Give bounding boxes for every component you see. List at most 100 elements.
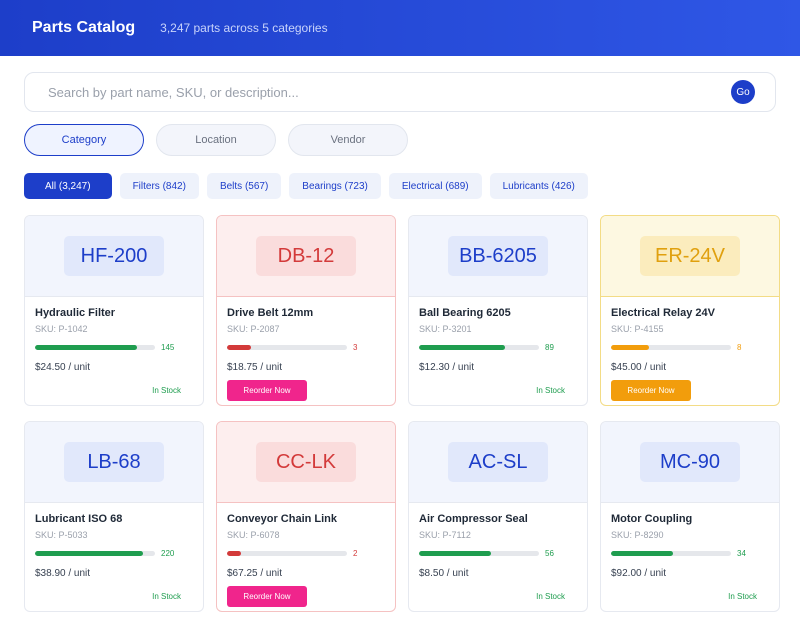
part-details: Air Compressor Seal SKU: P-7112 56 $8.50 / … bbox=[409, 503, 587, 611]
filter-chip-all[interactable]: All (3,247) bbox=[24, 173, 112, 199]
part-thumbnail: ER-24V bbox=[601, 216, 779, 297]
stock-level: 220 bbox=[35, 549, 193, 558]
tab-vendor[interactable]: Vendor bbox=[288, 124, 408, 156]
tab-category[interactable]: Category bbox=[24, 124, 144, 156]
stock-level: 89 bbox=[419, 343, 577, 352]
part-code: DB-12 bbox=[256, 236, 356, 276]
filter-chip-electrical[interactable]: Electrical (689) bbox=[388, 173, 482, 199]
part-details: Lubricant ISO 68 SKU: P-5033 220 $38.90 / u… bbox=[25, 503, 203, 611]
part-sku: SKU: P-5033 bbox=[35, 530, 88, 540]
unit-price: $67.25 / unit bbox=[227, 568, 283, 579]
unit-price: $12.30 / unit bbox=[419, 362, 475, 373]
search-go-button[interactable]: Go bbox=[731, 80, 755, 104]
stock-bar bbox=[611, 345, 731, 350]
part-code: HF-200 bbox=[64, 236, 164, 276]
stock-status-label: In Stock bbox=[536, 386, 565, 395]
stock-bar bbox=[419, 345, 539, 350]
unit-price: $38.90 / unit bbox=[35, 568, 91, 579]
part-thumbnail: DB-12 bbox=[217, 216, 395, 297]
stock-bar-fill bbox=[35, 551, 143, 556]
stock-bar bbox=[611, 551, 731, 556]
stock-level: 3 bbox=[227, 343, 385, 352]
page-subtitle: 3,247 parts across 5 categories bbox=[160, 21, 328, 35]
part-name: Conveyor Chain Link bbox=[227, 513, 338, 525]
part-card[interactable]: BB-6205 Ball Bearing 6205 SKU: P-3201 89 $12… bbox=[408, 215, 588, 406]
part-card[interactable]: MC-90 Motor Coupling SKU: P-8290 34 $92.00 /… bbox=[600, 421, 780, 612]
part-sku: SKU: P-1042 bbox=[35, 324, 88, 334]
stock-status-label: In Stock bbox=[728, 592, 757, 601]
page-title: Parts Catalog bbox=[32, 19, 136, 36]
part-code: BB-6205 bbox=[448, 236, 548, 276]
unit-price: $18.75 / unit bbox=[227, 362, 283, 373]
part-card[interactable]: HF-200 Hydraulic Filter SKU: P-1042 145 $24.… bbox=[24, 215, 204, 406]
category-filters: All (3,247) Filters (842) Belts (567) Be… bbox=[24, 173, 588, 199]
search-bar: Go bbox=[24, 72, 776, 112]
filter-chip-lubricants[interactable]: Lubricants (426) bbox=[489, 173, 588, 199]
part-thumbnail: HF-200 bbox=[25, 216, 203, 297]
part-card[interactable]: AC-SL Air Compressor Seal SKU: P-7112 56 $8.… bbox=[408, 421, 588, 612]
stock-bar-fill bbox=[611, 551, 674, 556]
stock-quantity: 89 bbox=[545, 343, 554, 352]
part-details: Drive Belt 12mm SKU: P-2087 3 $18.75 / unit… bbox=[217, 297, 395, 405]
part-details: Ball Bearing 6205 SKU: P-3201 89 $12.30 / u… bbox=[409, 297, 587, 405]
stock-level: 145 bbox=[35, 343, 193, 352]
stock-bar bbox=[419, 551, 539, 556]
part-thumbnail: MC-90 bbox=[601, 422, 779, 503]
page-header: Parts Catalog 3,247 parts across 5 categ… bbox=[0, 0, 800, 56]
view-tabs: Category Location Vendor bbox=[24, 124, 408, 156]
part-card[interactable]: LB-68 Lubricant ISO 68 SKU: P-5033 220 $38.9… bbox=[24, 421, 204, 612]
stock-status-label: In Stock bbox=[152, 592, 181, 601]
part-code: ER-24V bbox=[640, 236, 740, 276]
filter-chip-belts[interactable]: Belts (567) bbox=[206, 173, 282, 199]
stock-bar bbox=[35, 345, 155, 350]
part-sku: SKU: P-2087 bbox=[227, 324, 280, 334]
reorder-now-button[interactable]: Reorder Now bbox=[227, 586, 307, 607]
part-details: Electrical Relay 24V SKU: P-4155 8 $45.00 /… bbox=[601, 297, 779, 405]
part-name: Electrical Relay 24V bbox=[611, 307, 715, 319]
part-code: LB-68 bbox=[64, 442, 164, 482]
part-code: AC-SL bbox=[448, 442, 548, 482]
part-sku: SKU: P-4155 bbox=[611, 324, 664, 334]
stock-status-label: In Stock bbox=[536, 592, 565, 601]
part-name: Air Compressor Seal bbox=[419, 513, 528, 525]
stock-bar bbox=[227, 345, 347, 350]
tab-location[interactable]: Location bbox=[156, 124, 276, 156]
part-thumbnail: AC-SL bbox=[409, 422, 587, 503]
stock-level: 34 bbox=[611, 549, 769, 558]
part-card[interactable]: ER-24V Electrical Relay 24V SKU: P-4155 8 $4… bbox=[600, 215, 780, 406]
part-name: Ball Bearing 6205 bbox=[419, 307, 511, 319]
stock-quantity: 3 bbox=[353, 343, 358, 352]
part-card[interactable]: DB-12 Drive Belt 12mm SKU: P-2087 3 $18.75 /… bbox=[216, 215, 396, 406]
stock-level: 8 bbox=[611, 343, 769, 352]
part-code: MC-90 bbox=[640, 442, 740, 482]
stock-bar bbox=[35, 551, 155, 556]
stock-bar-fill bbox=[419, 551, 491, 556]
stock-bar-fill bbox=[419, 345, 506, 350]
stock-quantity: 145 bbox=[161, 343, 175, 352]
unit-price: $45.00 / unit bbox=[611, 362, 667, 373]
part-sku: SKU: P-8290 bbox=[611, 530, 664, 540]
part-details: Motor Coupling SKU: P-8290 34 $92.00 / unit… bbox=[601, 503, 779, 611]
reorder-now-button[interactable]: Reorder Now bbox=[227, 380, 307, 401]
part-details: Hydraulic Filter SKU: P-1042 145 $24.50 / u… bbox=[25, 297, 203, 405]
filter-chip-filters[interactable]: Filters (842) bbox=[119, 173, 199, 199]
stock-quantity: 220 bbox=[161, 549, 175, 558]
search-input[interactable] bbox=[48, 84, 731, 100]
stock-bar-fill bbox=[611, 345, 650, 350]
filter-chip-bearings[interactable]: Bearings (723) bbox=[289, 173, 381, 199]
part-sku: SKU: P-3201 bbox=[419, 324, 472, 334]
unit-price: $92.00 / unit bbox=[611, 568, 667, 579]
stock-quantity: 56 bbox=[545, 549, 554, 558]
part-sku: SKU: P-7112 bbox=[419, 530, 471, 540]
part-name: Drive Belt 12mm bbox=[227, 307, 314, 319]
part-thumbnail: BB-6205 bbox=[409, 216, 587, 297]
part-name: Hydraulic Filter bbox=[35, 307, 116, 319]
part-name: Motor Coupling bbox=[611, 513, 693, 525]
part-name: Lubricant ISO 68 bbox=[35, 513, 123, 525]
part-card[interactable]: CC-LK Conveyor Chain Link SKU: P-6078 2 $67.… bbox=[216, 421, 396, 612]
reorder-now-button[interactable]: Reorder Now bbox=[611, 380, 691, 401]
unit-price: $24.50 / unit bbox=[35, 362, 91, 373]
stock-bar bbox=[227, 551, 347, 556]
stock-quantity: 2 bbox=[353, 549, 358, 558]
stock-level: 2 bbox=[227, 549, 385, 558]
